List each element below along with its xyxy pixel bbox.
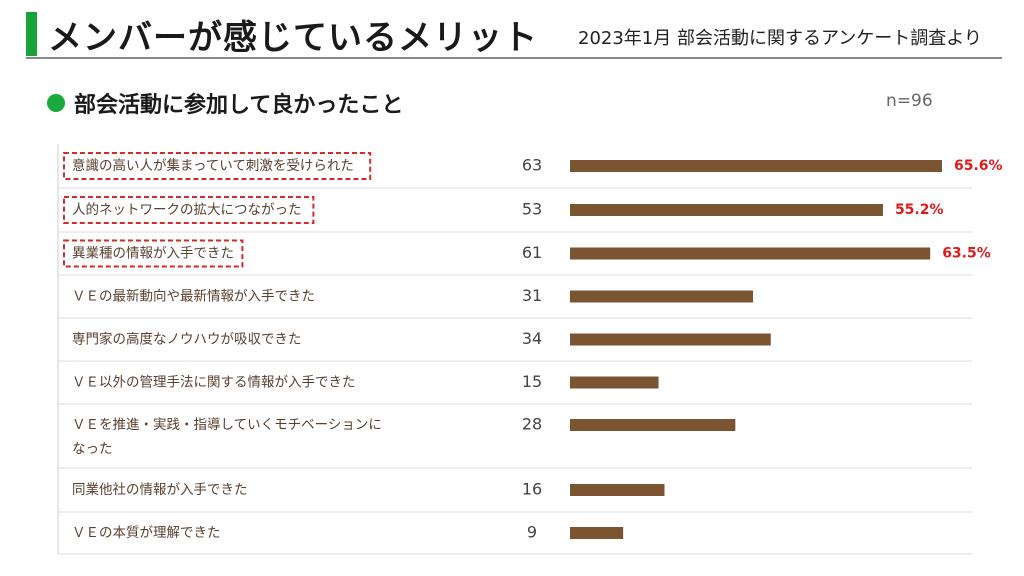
value-label: 15 [522, 372, 542, 391]
header-divider [26, 57, 1002, 59]
bar [570, 376, 659, 389]
value-label: 9 [527, 523, 537, 542]
category-label: ＶＥの本質が理解できた [72, 525, 221, 541]
highlight-box [63, 152, 372, 180]
percent-label: 65.6% [954, 158, 1003, 174]
bar [570, 419, 736, 431]
value-label: 63 [522, 156, 542, 175]
category-label: ＶＥを推進・実践・指導していくモチベーションに [72, 417, 382, 433]
bar [570, 160, 942, 172]
bar [570, 290, 754, 303]
value-label: 31 [522, 286, 542, 305]
category-label: ＶＥの最新動向や最新情報が入手できた [72, 289, 315, 305]
value-label: 61 [522, 243, 542, 262]
bar [570, 333, 771, 346]
category-label: ＶＥ以外の管理手法に関する情報が入手できた [72, 375, 356, 391]
category-label: 異業種の情報が入手できた [72, 246, 234, 262]
category-label: 人的ネットワークの拡大につながった [72, 202, 302, 218]
page-subtitle: 2023年1月 部会活動に関するアンケート調査より [578, 28, 982, 49]
category-label: 専門家の高度なノウハウが吸収できた [72, 331, 302, 348]
bar [570, 247, 931, 260]
value-label: 34 [522, 329, 542, 348]
value-label: 16 [522, 480, 542, 499]
bullet-dot-icon [47, 94, 65, 112]
bar [570, 204, 883, 216]
category-label: なった [72, 441, 113, 457]
header-accent-bar [26, 12, 37, 56]
highlight-box [63, 239, 244, 268]
page-title: メンバーが感じているメリット [48, 18, 538, 58]
section-title: 部会活動に参加して良かったこと [74, 93, 404, 118]
bar [570, 484, 665, 496]
value-label: 53 [522, 200, 542, 219]
category-label: 同業他社の情報が入手できた [72, 482, 248, 498]
value-label: 28 [522, 415, 542, 434]
percent-label: 55.2% [895, 202, 944, 218]
percent-label: 63.5% [942, 246, 991, 262]
sample-size: n=96 [886, 91, 933, 111]
highlight-box [63, 196, 315, 224]
bar [570, 527, 624, 539]
category-label: 意識の高い人が集まっていて刺激を受けられた [72, 157, 354, 174]
